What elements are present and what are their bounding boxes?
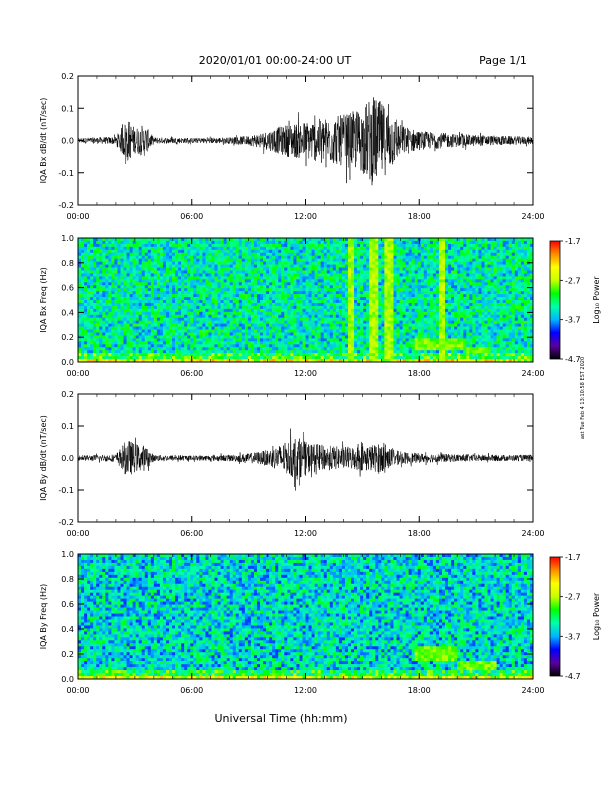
panel-1-x-tick-label: 00:00: [66, 212, 89, 221]
panel-2-colorbar: [549, 240, 561, 360]
panel-4-x-tick-label: 06:00: [180, 686, 203, 695]
figure-title: 2020/01/01 00:00-24:00 UT: [199, 54, 352, 67]
panel-3-y-tick-label: -0.1: [58, 486, 74, 495]
panel-2-y-tick-label: 0.0: [61, 358, 74, 367]
panel-2-colorbar-tick-label: -2.7: [565, 276, 581, 285]
panel-3-x-tick-label: 18:00: [408, 529, 431, 538]
panel-2-y-tick-label: 0.8: [61, 259, 74, 268]
panel-1-x-tick-label: 24:00: [521, 212, 544, 221]
panel-4-colorbar: [549, 556, 561, 677]
panel-3-y-label: IQA By dB/dt (nT/sec): [39, 415, 48, 501]
panel-2-y-tick-label: 1.0: [61, 234, 74, 243]
panel-4-spectrogram: [78, 554, 533, 679]
panel-2-x-tick-label: 18:00: [408, 369, 431, 378]
panel-2-colorbar-tick-label: -4.7: [565, 355, 581, 364]
panel-2-colorbar-tick-label: -1.7: [565, 237, 581, 246]
panel-3-x-tick-label: 24:00: [521, 529, 544, 538]
panel-4-y-tick-label: 0.0: [61, 675, 74, 684]
panel-2-spectrogram: [78, 238, 533, 362]
panel-1-y-tick-label: 0.0: [61, 137, 74, 146]
panel-3-y-tick-label: 0.1: [61, 422, 74, 431]
panel-4-y-tick-label: 0.4: [61, 625, 74, 634]
side-note: ast Tue Feb 4 13:10:58 EST 2020: [580, 357, 586, 439]
page-number: Page 1/1: [479, 54, 527, 67]
panel-4-y-tick-label: 0.8: [61, 575, 74, 584]
panel-1-x-tick-label: 18:00: [408, 212, 431, 221]
panel-4-colorbar-tick-label: -1.7: [565, 553, 581, 562]
panel-2-colorbar-tick-label: -3.7: [565, 316, 581, 325]
panel-4-y-label: IQA By Freq (Hz): [39, 584, 48, 650]
panel-4-x-tick-label: 12:00: [294, 686, 317, 695]
panel-4-colorbar-tick-label: -3.7: [565, 632, 581, 641]
panel-3-y-tick-label: 0.2: [61, 390, 74, 399]
panel-3-series-line: [77, 428, 534, 491]
panel-2-x-tick-label: 12:00: [294, 369, 317, 378]
panel-2-colorbar-label: Log₁₀ Power: [592, 276, 601, 324]
panel-1-x-tick-label: 06:00: [180, 212, 203, 221]
panel-1-series-line: [77, 97, 534, 186]
panel-4-y-tick-label: 1.0: [61, 550, 74, 559]
panel-2-y-tick-label: 0.4: [61, 308, 74, 317]
panel-1-y-label: IQA Bx dB/dt (nT/sec): [39, 98, 48, 184]
panel-2-x-tick-label: 24:00: [521, 369, 544, 378]
panel-1-x-tick-label: 12:00: [294, 212, 317, 221]
panel-4-x-tick-label: 24:00: [521, 686, 544, 695]
panel-2-x-tick-label: 00:00: [66, 369, 89, 378]
panel-1-y-tick-label: 0.2: [61, 72, 74, 81]
panel-4-y-tick-label: 0.2: [61, 650, 74, 659]
panel-3-y-tick-label: -0.2: [58, 518, 74, 527]
panel-4-x-tick-label: 00:00: [66, 686, 89, 695]
panel-2-y-tick-label: 0.2: [61, 333, 74, 342]
panel-4-x-tick-label: 18:00: [408, 686, 431, 695]
panel-2-x-tick-label: 06:00: [180, 369, 203, 378]
panel-4-y-tick-label: 0.6: [61, 600, 74, 609]
panel-1-y-tick-label: -0.1: [58, 169, 74, 178]
panel-2-y-label: IQA Bx Freq (Hz): [39, 267, 48, 333]
panel-4-colorbar-label: Log₁₀ Power: [592, 592, 601, 640]
panel-3-x-tick-label: 12:00: [294, 529, 317, 538]
panel-2-y-tick-label: 0.6: [61, 284, 74, 293]
panel-1-y-tick-label: 0.1: [61, 104, 74, 113]
panel-1-y-tick-label: -0.2: [58, 201, 74, 210]
panel-4-colorbar-tick-label: -2.7: [565, 593, 581, 602]
panel-3-x-tick-label: 06:00: [180, 529, 203, 538]
panel-4-colorbar-tick-label: -4.7: [565, 672, 581, 681]
x-axis-label: Universal Time (hh:mm): [215, 712, 348, 725]
panel-3-x-tick-label: 00:00: [66, 529, 89, 538]
panel-3-y-tick-label: 0.0: [61, 454, 74, 463]
